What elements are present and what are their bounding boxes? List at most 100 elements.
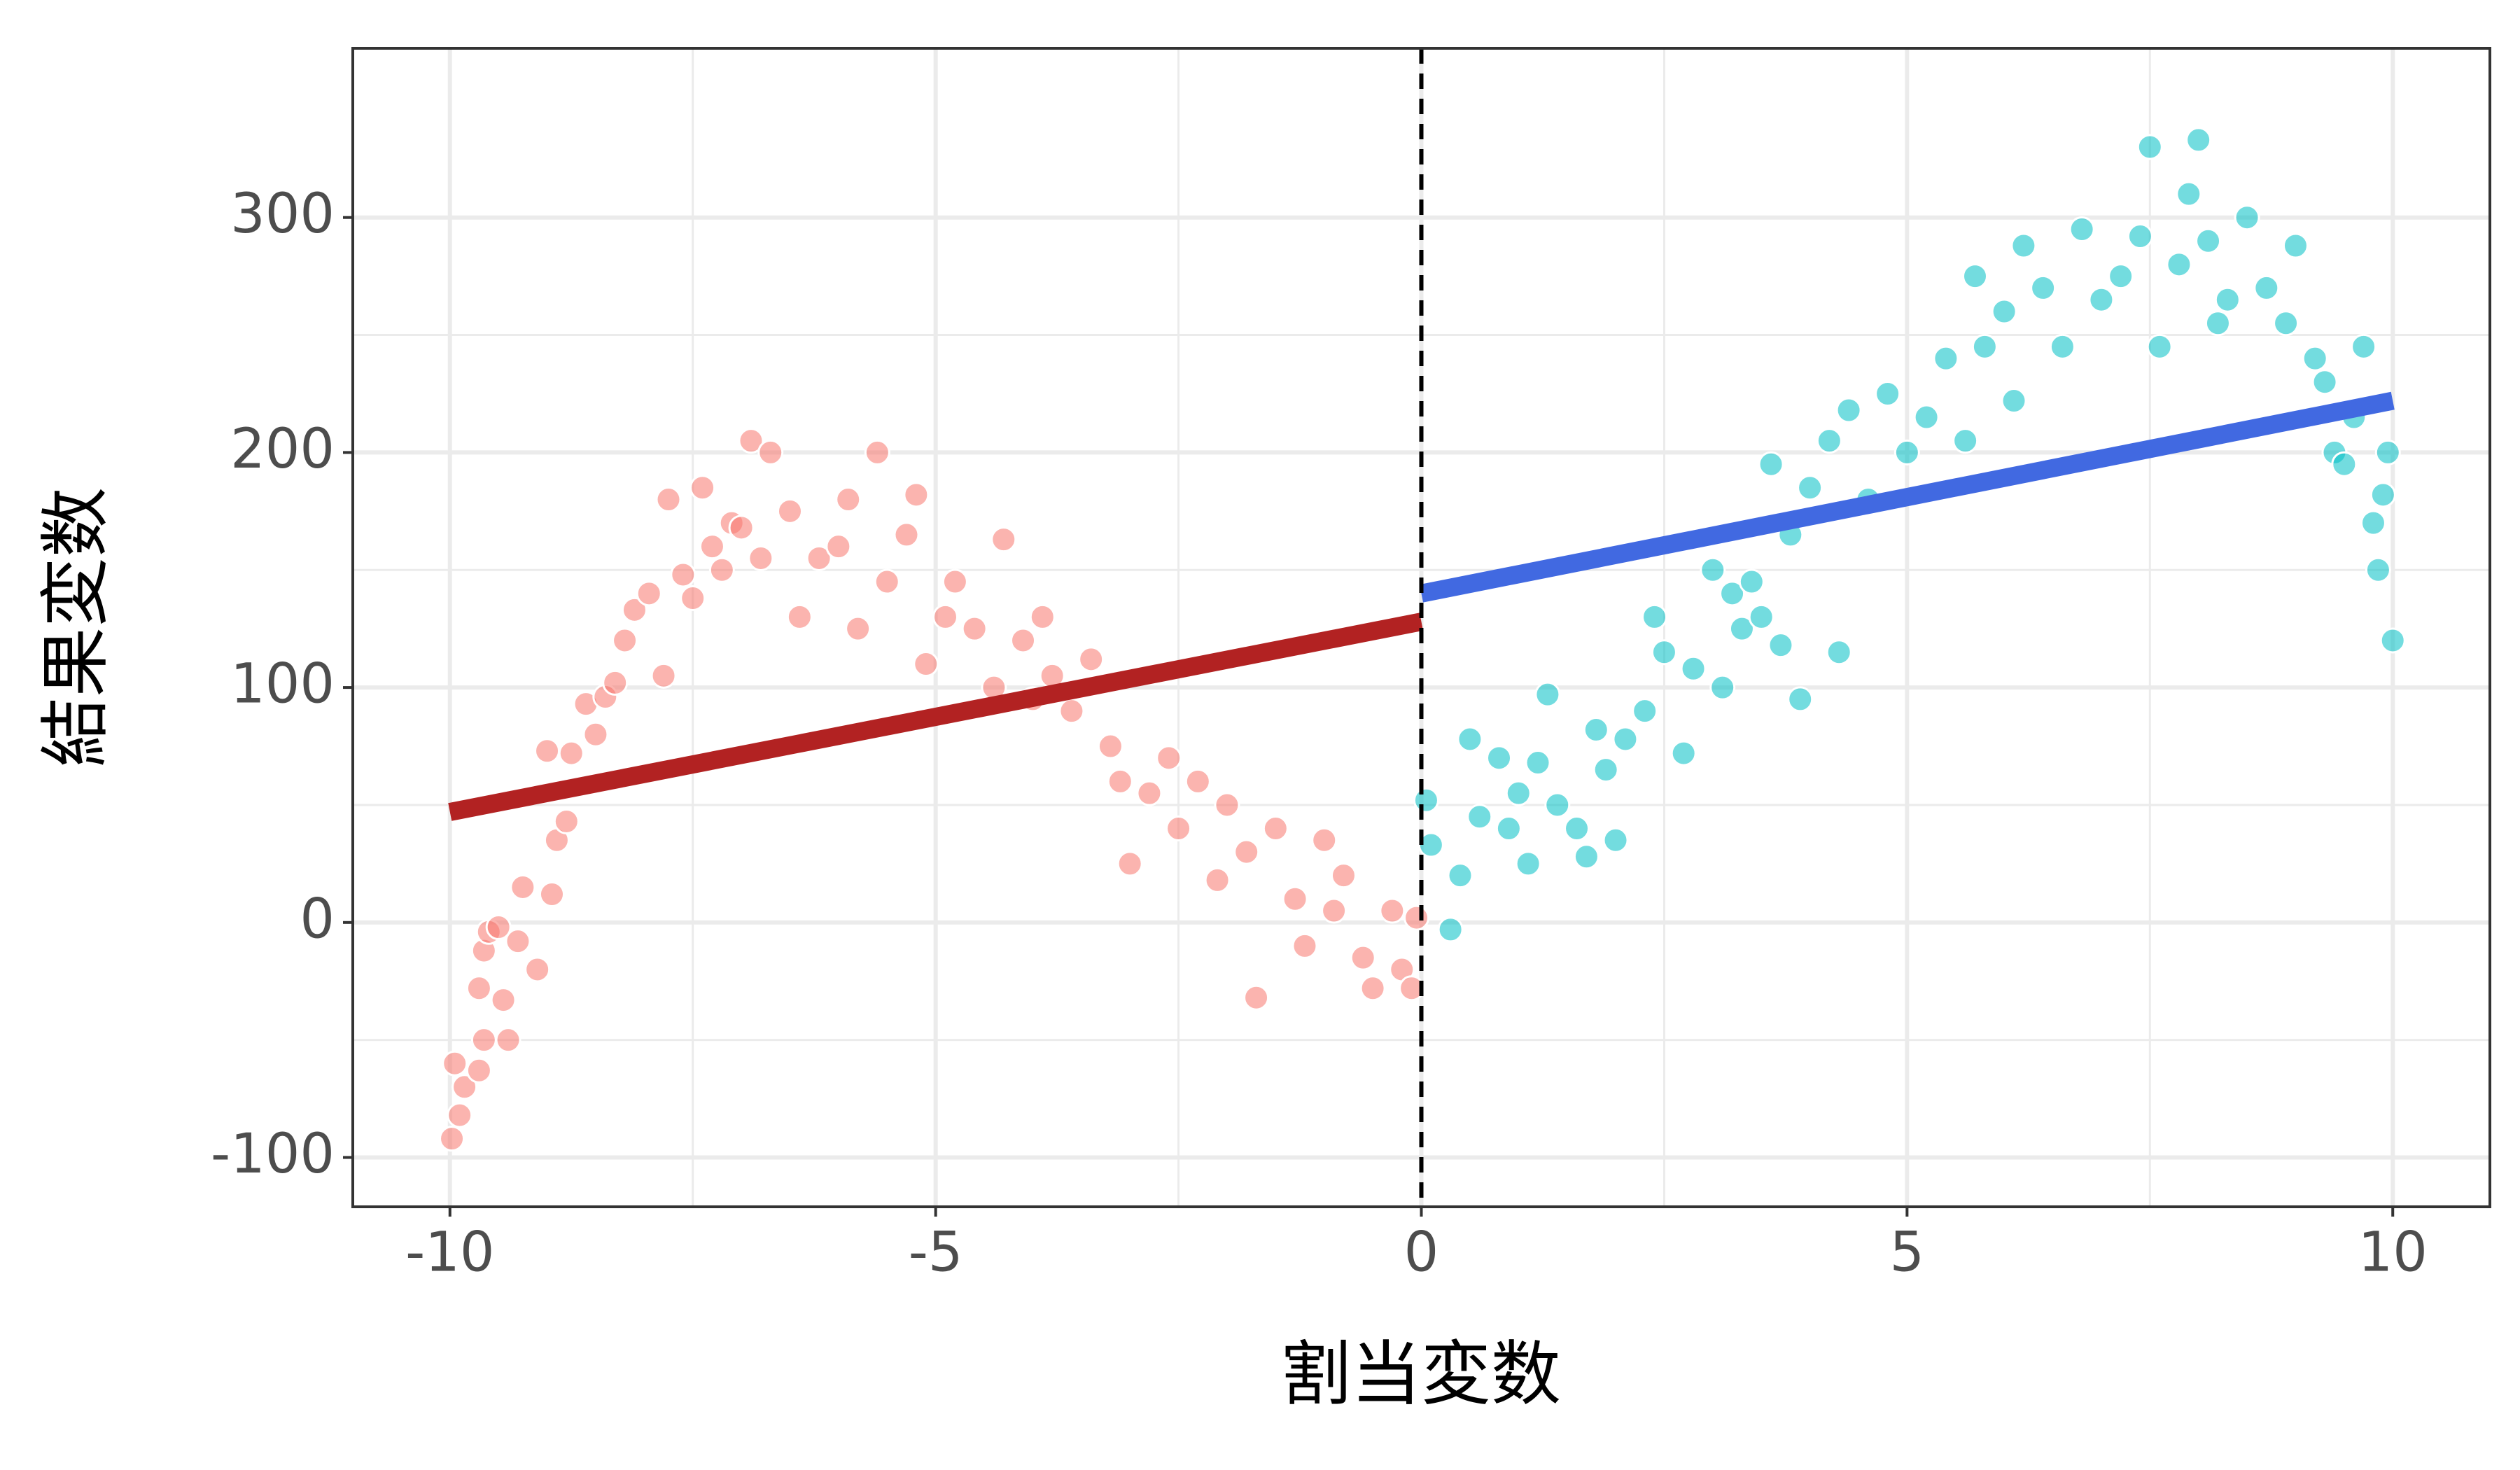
point [505, 928, 531, 955]
point [439, 1126, 465, 1152]
point [2370, 482, 2396, 508]
point [485, 914, 512, 941]
point [2166, 251, 2192, 278]
point [2273, 310, 2300, 337]
point [748, 545, 774, 571]
point [1243, 984, 1270, 1011]
point [961, 615, 988, 642]
point [1282, 886, 1308, 912]
fit-line [1419, 391, 2395, 603]
x-tick-label: -10 [405, 1221, 494, 1284]
point [490, 987, 517, 1014]
point [1893, 439, 1920, 465]
point [2351, 333, 2377, 360]
point [602, 669, 629, 696]
point [534, 738, 561, 764]
point [1466, 804, 1493, 830]
point [442, 1050, 468, 1077]
point [582, 721, 609, 748]
point [655, 486, 682, 513]
point [1933, 345, 1959, 372]
point [538, 881, 565, 908]
point [1505, 780, 1532, 806]
point [728, 514, 755, 541]
point [2195, 227, 2222, 254]
point [1971, 333, 1998, 360]
y-tick-label: 200 [230, 418, 335, 481]
point [2253, 274, 2280, 301]
point [1651, 639, 1677, 666]
point [1962, 263, 1989, 290]
y-axis-title: 結果変数 [34, 487, 116, 767]
point [1602, 827, 1629, 853]
point [903, 482, 930, 508]
point [558, 740, 584, 766]
point [1437, 916, 1464, 943]
point [2068, 216, 2095, 242]
point [636, 580, 662, 607]
point [1564, 816, 1590, 842]
point [1486, 745, 1513, 771]
point [1991, 298, 2017, 325]
point [1292, 932, 1318, 959]
point [2234, 204, 2260, 231]
point [451, 1074, 478, 1100]
point [2302, 345, 2328, 372]
point [1404, 904, 1430, 931]
y-tick-label: 100 [230, 653, 335, 716]
point [1748, 603, 1774, 630]
x-tick-label: 10 [2358, 1221, 2428, 1284]
y-tick-label: 300 [230, 183, 335, 246]
point [612, 627, 638, 654]
point [2176, 181, 2202, 207]
point [495, 1027, 522, 1054]
point [1204, 867, 1231, 893]
y-tick-label: 0 [300, 888, 335, 951]
point [2360, 510, 2386, 536]
point [1311, 827, 1338, 853]
point [1359, 975, 1386, 1002]
point [990, 526, 1017, 553]
x-tick-label: 0 [1404, 1221, 1439, 1284]
point [447, 1102, 473, 1128]
point [1826, 639, 1852, 666]
point [738, 428, 764, 454]
point [2365, 556, 2391, 583]
point [2282, 232, 2309, 259]
point [524, 956, 551, 983]
point [1816, 428, 1842, 454]
point [913, 651, 939, 678]
point [1738, 568, 1765, 595]
point [1457, 726, 1483, 752]
point [825, 533, 852, 560]
point [2214, 286, 2241, 313]
point [470, 1027, 497, 1054]
point [1670, 740, 1697, 766]
point [1166, 816, 1192, 842]
point [806, 545, 832, 571]
point [510, 874, 536, 900]
point [1544, 792, 1571, 818]
point [1029, 603, 1056, 630]
point [1728, 615, 1755, 642]
point [2001, 388, 2027, 414]
point [2146, 333, 2173, 360]
point [1835, 397, 1862, 424]
point [864, 439, 890, 465]
point [2331, 451, 2358, 477]
point [2108, 263, 2134, 290]
x-axis-title: 割当変数 [1281, 1333, 1561, 1415]
point [1709, 674, 1736, 701]
point [893, 522, 920, 548]
point [2379, 627, 2406, 654]
point [1214, 792, 1240, 818]
x-tick-label: 5 [1890, 1221, 1925, 1284]
point [1592, 757, 1619, 783]
point [1680, 655, 1707, 682]
point [1184, 768, 1211, 794]
point [1875, 380, 1901, 407]
point [1632, 698, 1658, 724]
point [1952, 428, 1979, 454]
